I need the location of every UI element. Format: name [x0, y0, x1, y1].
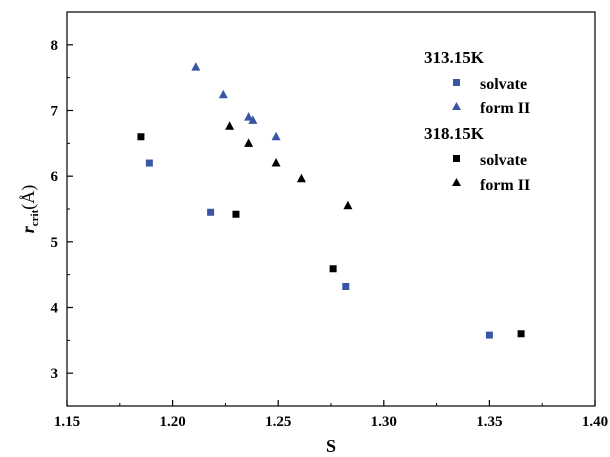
y-tick-label: 8 — [51, 38, 59, 54]
data-point-solvate-313 — [207, 208, 215, 216]
data-point-solvate-313 — [485, 331, 493, 339]
data-point-solvate-318 — [329, 265, 337, 273]
y-axis-title-unit: (Å) — [18, 185, 39, 210]
data-point-form-ii-313 — [218, 89, 228, 99]
x-tick-label: 1.15 — [54, 414, 80, 430]
data-point-form-ii-318 — [271, 158, 281, 167]
y-tick-label: 7 — [51, 104, 59, 120]
data-point-form-ii-313 — [271, 131, 281, 141]
y-tick-label: 4 — [51, 301, 59, 317]
x-axis: 1.15 1.20 1.25 1.30 1.35 1.40 — [54, 400, 608, 430]
data-point-solvate-313 — [342, 282, 350, 290]
x-axis-title: S — [326, 436, 336, 456]
y-axis-title-main: r — [18, 225, 38, 233]
legend-marker-solvate-318 — [453, 155, 460, 162]
y-tick-label: 3 — [51, 366, 59, 382]
legend-label-formII-313: form II — [480, 100, 530, 117]
y-tick-label: 6 — [51, 169, 59, 185]
data-point-solvate-318 — [137, 133, 145, 141]
data-point-solvate-313 — [145, 159, 153, 167]
data-point-solvate-318 — [232, 210, 240, 218]
data-point-form-ii-313 — [191, 62, 201, 71]
legend-group-title-1: 313.15K — [424, 48, 485, 67]
plot-frame — [66, 11, 596, 407]
legend-label-formII-318: form II — [480, 177, 530, 194]
data-point-form-ii-318 — [343, 200, 353, 210]
x-tick-label: 1.30 — [371, 414, 397, 430]
data-points — [137, 62, 525, 339]
y-axis: 3 4 5 6 7 8 — [51, 11, 73, 407]
data-point-solvate-318 — [517, 330, 525, 338]
legend-label-solvate-313: solvate — [480, 76, 527, 93]
x-tick-label: 1.20 — [159, 414, 185, 430]
legend-label-solvate-318: solvate — [480, 152, 527, 169]
legend-group-title-2: 318.15K — [424, 124, 485, 143]
legend-marker-formII-313 — [452, 102, 461, 110]
legend: 313.15K solvate form II 318.15K solvate … — [424, 48, 530, 194]
x-tick-label: 1.25 — [265, 414, 291, 430]
legend-marker-formII-318 — [452, 178, 461, 186]
data-point-form-ii-313 — [244, 112, 254, 121]
legend-marker-solvate-313 — [453, 79, 460, 86]
y-tick-label: 5 — [51, 235, 59, 251]
y-axis-title-sub: crit — [29, 209, 41, 226]
data-point-form-ii-318 — [225, 121, 235, 130]
data-point-form-ii-318 — [244, 138, 254, 147]
y-axis-title: rcrit(Å) — [18, 185, 41, 234]
data-point-form-ii-318 — [296, 173, 306, 183]
x-tick-label: 1.40 — [582, 414, 608, 430]
data-point-form-ii-313 — [248, 115, 258, 124]
x-tick-label: 1.35 — [476, 414, 502, 430]
